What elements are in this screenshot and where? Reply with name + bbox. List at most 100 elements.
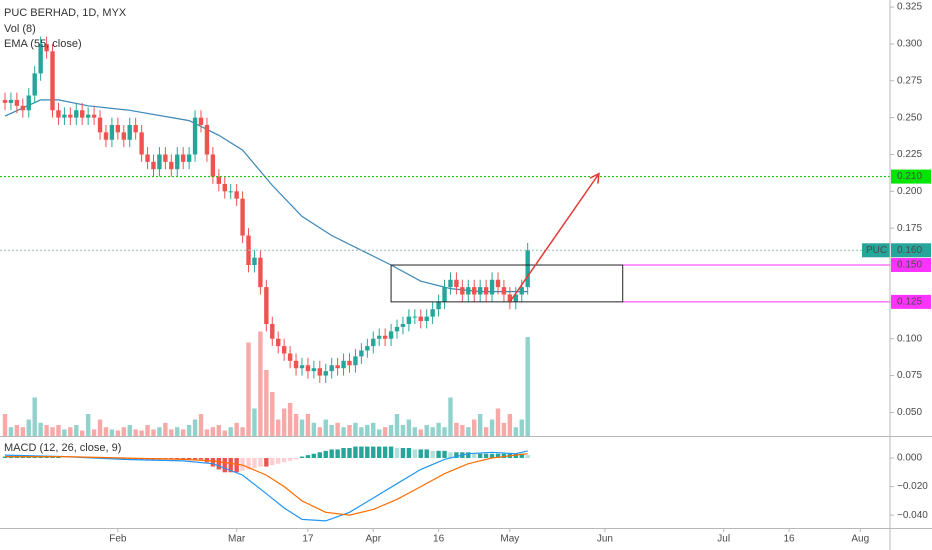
volume-bar: [264, 370, 269, 436]
volume-bar: [163, 422, 168, 436]
volume-bar: [483, 427, 489, 436]
volume-bar: [74, 425, 79, 436]
candle-body: [519, 287, 524, 295]
macd-histogram-bar: [376, 446, 382, 458]
indicator-label: Vol (8): [4, 23, 36, 35]
volume-bar: [145, 425, 150, 436]
ema-line: [4, 99, 528, 293]
volume-bar: [234, 422, 239, 436]
volume-bar: [513, 427, 519, 436]
macd-histogram-bar: [240, 458, 245, 471]
macd-histogram-bar: [525, 455, 530, 458]
candle-body: [299, 365, 305, 369]
candle-body: [281, 346, 287, 354]
candle-body: [56, 110, 61, 118]
candle-body: [240, 198, 245, 236]
volume-bar: [222, 430, 227, 436]
candle-body: [103, 132, 109, 140]
volume-bar: [157, 427, 162, 436]
macd-histogram-bar: [335, 449, 340, 458]
y-tick-label: 0.300: [897, 39, 922, 50]
candle-body: [489, 279, 495, 295]
x-tick-label: May: [500, 534, 519, 545]
macd-histogram-bar: [258, 458, 263, 467]
volume-bar: [210, 427, 216, 436]
candle-body: [276, 338, 281, 347]
volume-bar: [14, 425, 20, 436]
y-tick-label: −0.020: [897, 481, 928, 492]
candle-body: [32, 73, 37, 96]
candle-body: [14, 99, 20, 106]
volume-bar: [430, 427, 435, 436]
volume-bar: [270, 392, 275, 436]
volume-bar: [127, 425, 132, 436]
volume-bar: [151, 429, 156, 436]
volume-bar: [388, 425, 394, 436]
x-tick-label: Mar: [228, 534, 246, 545]
y-tick-label: 0.200: [897, 186, 922, 197]
candle-body: [400, 323, 406, 327]
macd-histogram-bar: [519, 453, 524, 458]
volume-bar: [169, 429, 174, 436]
volume-bar: [454, 422, 459, 436]
candle-body: [139, 132, 144, 155]
macd-histogram-bar: [412, 449, 418, 458]
volume-bar: [252, 408, 257, 436]
candle-body: [91, 114, 97, 118]
candle-body: [394, 326, 400, 332]
candle-body: [145, 154, 150, 162]
volume-bar: [139, 430, 144, 436]
candle-body: [151, 161, 156, 170]
candle-body: [50, 51, 55, 111]
symbol-label: PUC: [866, 245, 887, 256]
volume-bar: [287, 403, 293, 436]
candle-body: [192, 117, 198, 155]
volume-bar: [460, 425, 465, 436]
volume-bar: [406, 419, 412, 436]
volume-bar: [359, 427, 364, 436]
candle-body: [127, 124, 132, 140]
volume-bar: [412, 427, 418, 436]
candle-body: [287, 353, 293, 361]
volume-bar: [507, 414, 513, 436]
candle-body: [436, 301, 441, 310]
volume-bar: [216, 425, 222, 436]
macd-histogram-bar: [276, 458, 281, 464]
candle-body: [311, 368, 317, 372]
macd-histogram-bar: [406, 448, 412, 458]
candle-body: [525, 250, 530, 288]
macd-histogram-bar: [448, 452, 453, 458]
x-tick-label: Feb: [109, 534, 127, 545]
volume-bar: [2, 414, 8, 436]
macd-histogram-bar: [388, 446, 394, 458]
candle-body: [186, 154, 192, 162]
candle-body: [204, 124, 210, 155]
candle-body: [477, 287, 483, 295]
volume-bar: [442, 427, 447, 436]
volume-bar: [109, 429, 115, 436]
macd-histogram-bar: [198, 458, 204, 460]
volume-bar: [341, 427, 346, 436]
y-tick-label: 0.000: [897, 453, 922, 464]
volume-bar: [436, 422, 441, 436]
candle-body: [44, 43, 49, 52]
macd-histogram-bar: [341, 448, 346, 458]
volume-bar: [400, 425, 406, 436]
candle-body: [62, 114, 67, 118]
volume-bar: [121, 427, 126, 436]
macd-histogram-bar: [299, 456, 305, 458]
candle-body: [97, 117, 103, 133]
volume-bar: [472, 419, 477, 436]
macd-histogram-bar: [365, 446, 370, 458]
macd-histogram-bar: [436, 450, 441, 458]
candle-body: [270, 323, 275, 339]
macd-histogram-bar: [8, 456, 14, 458]
volume-bar: [240, 427, 245, 436]
candle-body: [222, 183, 227, 192]
chart-title: PUC BERHAD, 1D, MYX: [4, 7, 127, 19]
volume-bar: [246, 342, 251, 436]
candle-body: [418, 316, 423, 322]
macd-histogram-bar: [270, 458, 275, 466]
candle-body: [157, 154, 162, 170]
